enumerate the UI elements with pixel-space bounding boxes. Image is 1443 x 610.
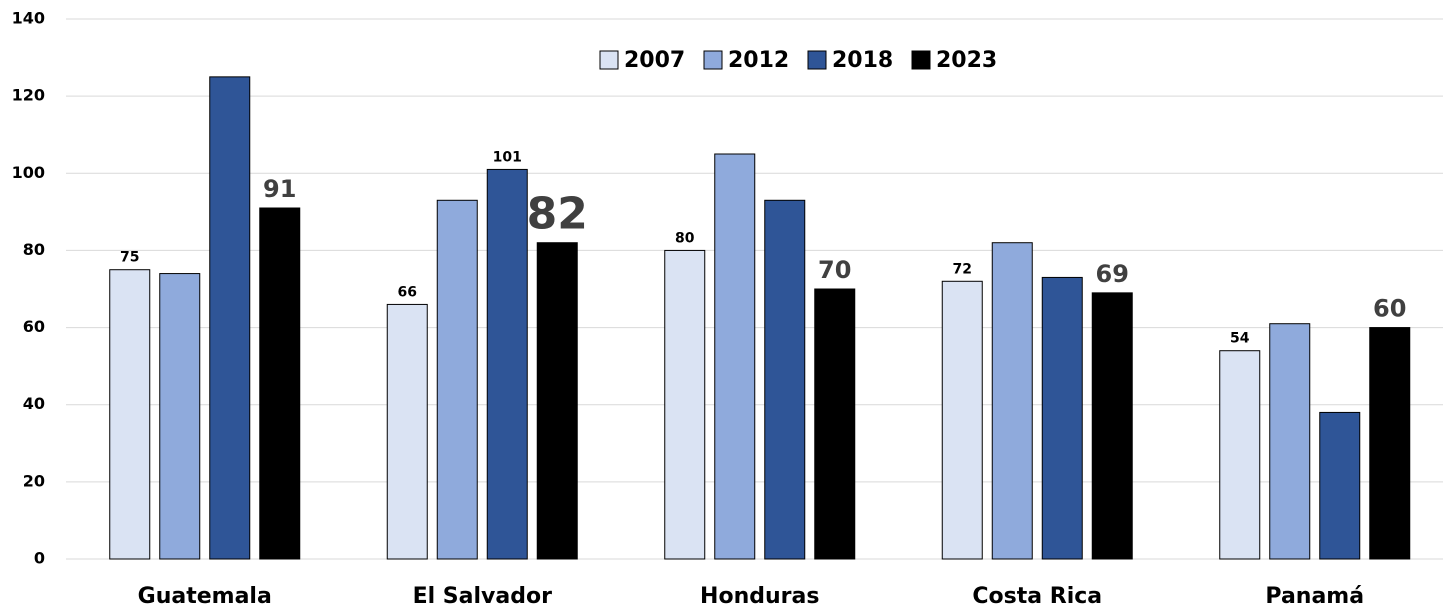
bar	[991, 242, 1033, 560]
bar	[664, 249, 706, 560]
bar	[764, 199, 806, 560]
legend-swatch	[911, 50, 931, 70]
legend-label: 2018	[832, 48, 893, 73]
y-tick-label: 0	[34, 549, 45, 568]
bar	[536, 242, 578, 560]
data-label: 75	[120, 250, 139, 266]
y-tick-label: 20	[23, 471, 45, 490]
legend-label: 2007	[624, 48, 685, 73]
y-tick-label: 120	[12, 86, 45, 105]
x-tick-label: Honduras	[700, 584, 819, 609]
bar	[1041, 276, 1083, 560]
bar	[1269, 323, 1311, 560]
bar	[209, 76, 251, 560]
data-label: 91	[263, 175, 296, 203]
legend-swatch	[807, 50, 827, 70]
bar	[159, 273, 201, 560]
bar	[259, 207, 301, 560]
y-tick-label: 60	[23, 317, 45, 336]
x-tick-label: El Salvador	[413, 584, 553, 609]
bar	[714, 153, 756, 560]
data-label: 101	[493, 149, 522, 165]
data-label: 66	[398, 284, 417, 300]
bar	[386, 303, 428, 560]
legend-label: 2023	[936, 48, 997, 73]
y-tick-label: 80	[23, 240, 45, 259]
data-label: 54	[1230, 331, 1250, 347]
data-label: 60	[1373, 295, 1406, 323]
y-tick-label: 140	[12, 9, 45, 28]
legend-swatch	[703, 50, 723, 70]
bar	[436, 199, 478, 560]
data-label: 82	[527, 189, 588, 240]
data-label: 70	[818, 256, 851, 284]
bar	[109, 269, 151, 560]
x-tick-label: Costa Rica	[972, 584, 1102, 609]
legend-swatch	[599, 50, 619, 70]
data-label: 80	[675, 230, 695, 246]
bar	[941, 280, 983, 560]
x-tick-label: Guatemala	[138, 584, 272, 609]
y-tick-label: 40	[23, 394, 45, 413]
data-label: 72	[953, 261, 972, 277]
bar	[1369, 327, 1411, 560]
bar	[1319, 411, 1361, 560]
legend-label: 2012	[728, 48, 789, 73]
bar	[1219, 350, 1261, 560]
bar	[1091, 292, 1133, 560]
bar	[814, 288, 856, 560]
data-label: 69	[1096, 260, 1129, 288]
x-tick-label: Panamá	[1265, 584, 1364, 609]
bar	[486, 168, 528, 560]
y-tick-label: 100	[12, 163, 45, 182]
